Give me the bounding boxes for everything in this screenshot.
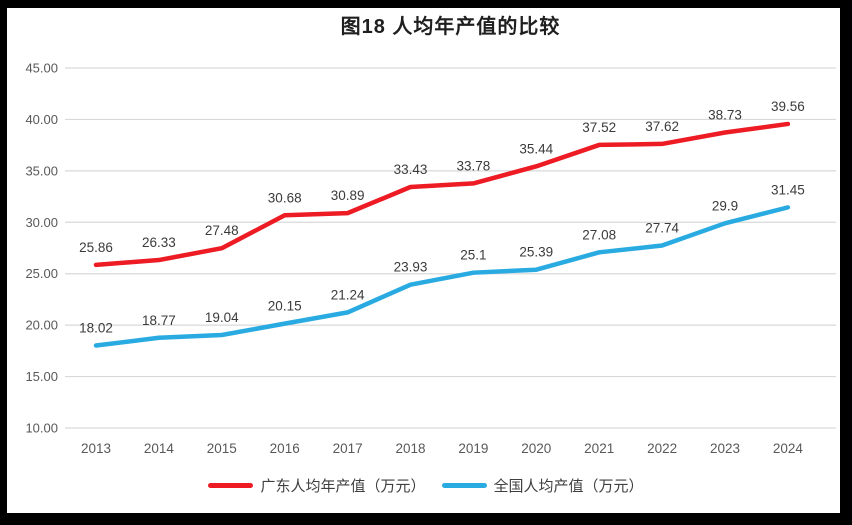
data-label: 27.74 xyxy=(645,221,679,236)
data-label: 18.77 xyxy=(142,313,176,328)
x-axis-tick-label: 2013 xyxy=(81,441,111,456)
legend-label: 广东人均年产值（万元） xyxy=(260,478,426,495)
y-axis-tick-label: 35.00 xyxy=(25,163,58,178)
data-label: 18.02 xyxy=(79,321,113,336)
data-label: 26.33 xyxy=(142,235,176,250)
chart-legend: 广东人均年产值（万元） 全国人均产值（万元） xyxy=(0,475,852,496)
x-axis-tick-label: 2024 xyxy=(773,441,804,456)
x-axis-tick-label: 2017 xyxy=(333,441,363,456)
x-axis-tick-label: 2023 xyxy=(710,441,740,456)
data-label: 30.89 xyxy=(331,188,365,203)
data-label: 37.52 xyxy=(582,120,616,135)
data-label: 25.1 xyxy=(460,248,486,263)
series-line-0 xyxy=(93,121,791,268)
legend-swatch-icon xyxy=(441,483,487,488)
x-axis-tick-label: 2015 xyxy=(207,441,237,456)
data-label: 33.43 xyxy=(394,162,428,177)
x-axis-tick-label: 2014 xyxy=(144,441,175,456)
data-label: 39.56 xyxy=(771,99,805,114)
data-label: 20.15 xyxy=(268,299,302,314)
data-label: 25.39 xyxy=(519,245,553,260)
y-axis-tick-label: 10.00 xyxy=(25,421,58,436)
data-label: 23.93 xyxy=(394,260,428,275)
data-label: 37.62 xyxy=(645,119,679,134)
legend-swatch-icon xyxy=(208,483,254,488)
x-axis-tick-label: 2020 xyxy=(521,441,551,456)
series-line-1 xyxy=(93,205,791,348)
data-label: 27.48 xyxy=(205,223,239,238)
data-label: 30.68 xyxy=(268,190,302,205)
x-axis-tick-label: 2021 xyxy=(584,441,614,456)
legend-label: 全国人均产值（万元） xyxy=(493,478,644,495)
data-label: 31.45 xyxy=(771,182,805,197)
y-axis-tick-label: 20.00 xyxy=(25,318,58,333)
data-label: 35.44 xyxy=(519,141,553,156)
data-label: 29.9 xyxy=(712,198,738,213)
legend-item-1: 全国人均产值（万元） xyxy=(441,475,644,496)
data-label: 33.78 xyxy=(457,158,491,173)
legend-item-0: 广东人均年产值（万元） xyxy=(208,475,426,496)
x-axis-tick-label: 2022 xyxy=(647,441,677,456)
x-axis-tick-label: 2019 xyxy=(458,441,488,456)
y-axis-tick-label: 30.00 xyxy=(25,215,58,230)
x-axis-tick-label: 2018 xyxy=(395,441,425,456)
data-label: 19.04 xyxy=(205,310,239,325)
data-label: 25.86 xyxy=(79,240,113,255)
y-axis-tick-label: 25.00 xyxy=(25,266,58,281)
y-axis-tick-label: 40.00 xyxy=(25,112,58,127)
y-axis-tick-label: 45.00 xyxy=(25,61,58,76)
data-label: 21.24 xyxy=(331,287,365,302)
data-label: 27.08 xyxy=(582,227,616,242)
x-axis-tick-label: 2016 xyxy=(270,441,300,456)
data-label: 38.73 xyxy=(708,107,742,122)
chart-title: 图18 人均年产值的比较 xyxy=(340,16,561,38)
y-axis-tick-label: 15.00 xyxy=(25,369,58,384)
